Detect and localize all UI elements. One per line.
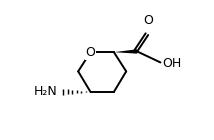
Polygon shape [114, 49, 137, 54]
Text: H₂N: H₂N [34, 85, 58, 98]
Text: OH: OH [163, 57, 182, 70]
Text: O: O [143, 14, 153, 27]
Text: O: O [86, 46, 95, 59]
